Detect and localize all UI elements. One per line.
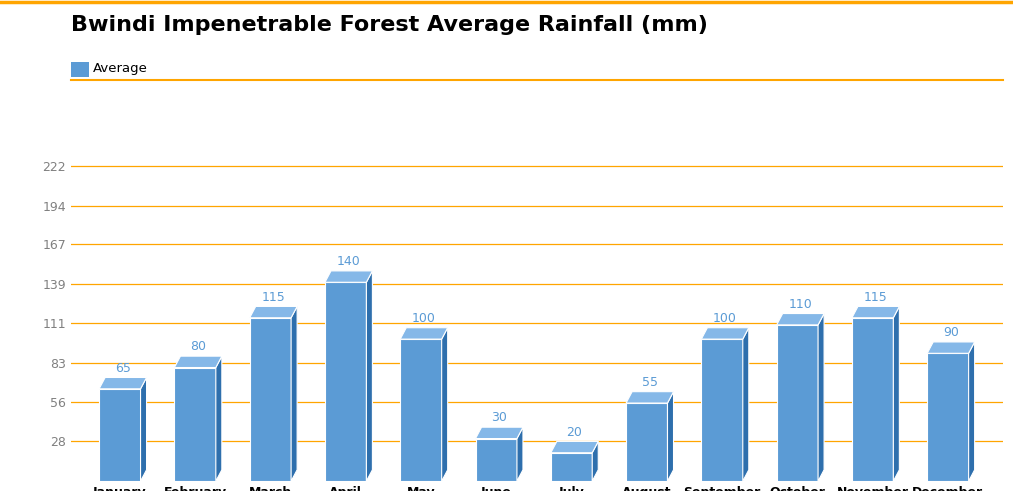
Polygon shape (968, 342, 975, 481)
Polygon shape (893, 306, 900, 481)
Polygon shape (367, 271, 373, 481)
Polygon shape (216, 356, 222, 481)
Text: 110: 110 (788, 298, 812, 311)
Polygon shape (400, 339, 442, 481)
Polygon shape (668, 392, 674, 481)
Polygon shape (325, 282, 367, 481)
Polygon shape (291, 306, 297, 481)
Polygon shape (593, 441, 599, 481)
Text: 20: 20 (566, 426, 582, 438)
Text: Bwindi Impenetrable Forest Average Rainfall (mm): Bwindi Impenetrable Forest Average Rainf… (71, 15, 708, 35)
Polygon shape (442, 327, 448, 481)
Polygon shape (626, 392, 674, 403)
Polygon shape (927, 342, 975, 354)
Text: 90: 90 (943, 326, 959, 339)
Polygon shape (701, 339, 743, 481)
Polygon shape (852, 306, 900, 318)
Polygon shape (99, 378, 147, 389)
Polygon shape (475, 427, 523, 438)
Polygon shape (777, 314, 825, 325)
Polygon shape (551, 441, 599, 453)
Text: Average: Average (93, 62, 148, 75)
Polygon shape (927, 354, 968, 481)
Text: 100: 100 (713, 312, 737, 325)
Polygon shape (141, 378, 147, 481)
Polygon shape (551, 453, 593, 481)
Polygon shape (852, 318, 893, 481)
Polygon shape (701, 327, 749, 339)
Polygon shape (626, 403, 668, 481)
Polygon shape (400, 327, 448, 339)
Text: 30: 30 (491, 411, 508, 424)
Polygon shape (777, 325, 819, 481)
Text: 100: 100 (412, 312, 436, 325)
Polygon shape (517, 427, 523, 481)
Polygon shape (325, 271, 373, 282)
Polygon shape (99, 389, 141, 481)
Polygon shape (475, 438, 517, 481)
Polygon shape (743, 327, 749, 481)
Polygon shape (249, 318, 291, 481)
Text: 80: 80 (190, 340, 206, 354)
Text: 115: 115 (261, 291, 286, 303)
Text: 115: 115 (864, 291, 887, 303)
Text: 140: 140 (336, 255, 361, 268)
Text: 55: 55 (642, 376, 657, 389)
Text: 65: 65 (114, 362, 131, 375)
Polygon shape (174, 356, 222, 368)
Polygon shape (819, 314, 825, 481)
Polygon shape (174, 368, 216, 481)
Polygon shape (249, 306, 297, 318)
